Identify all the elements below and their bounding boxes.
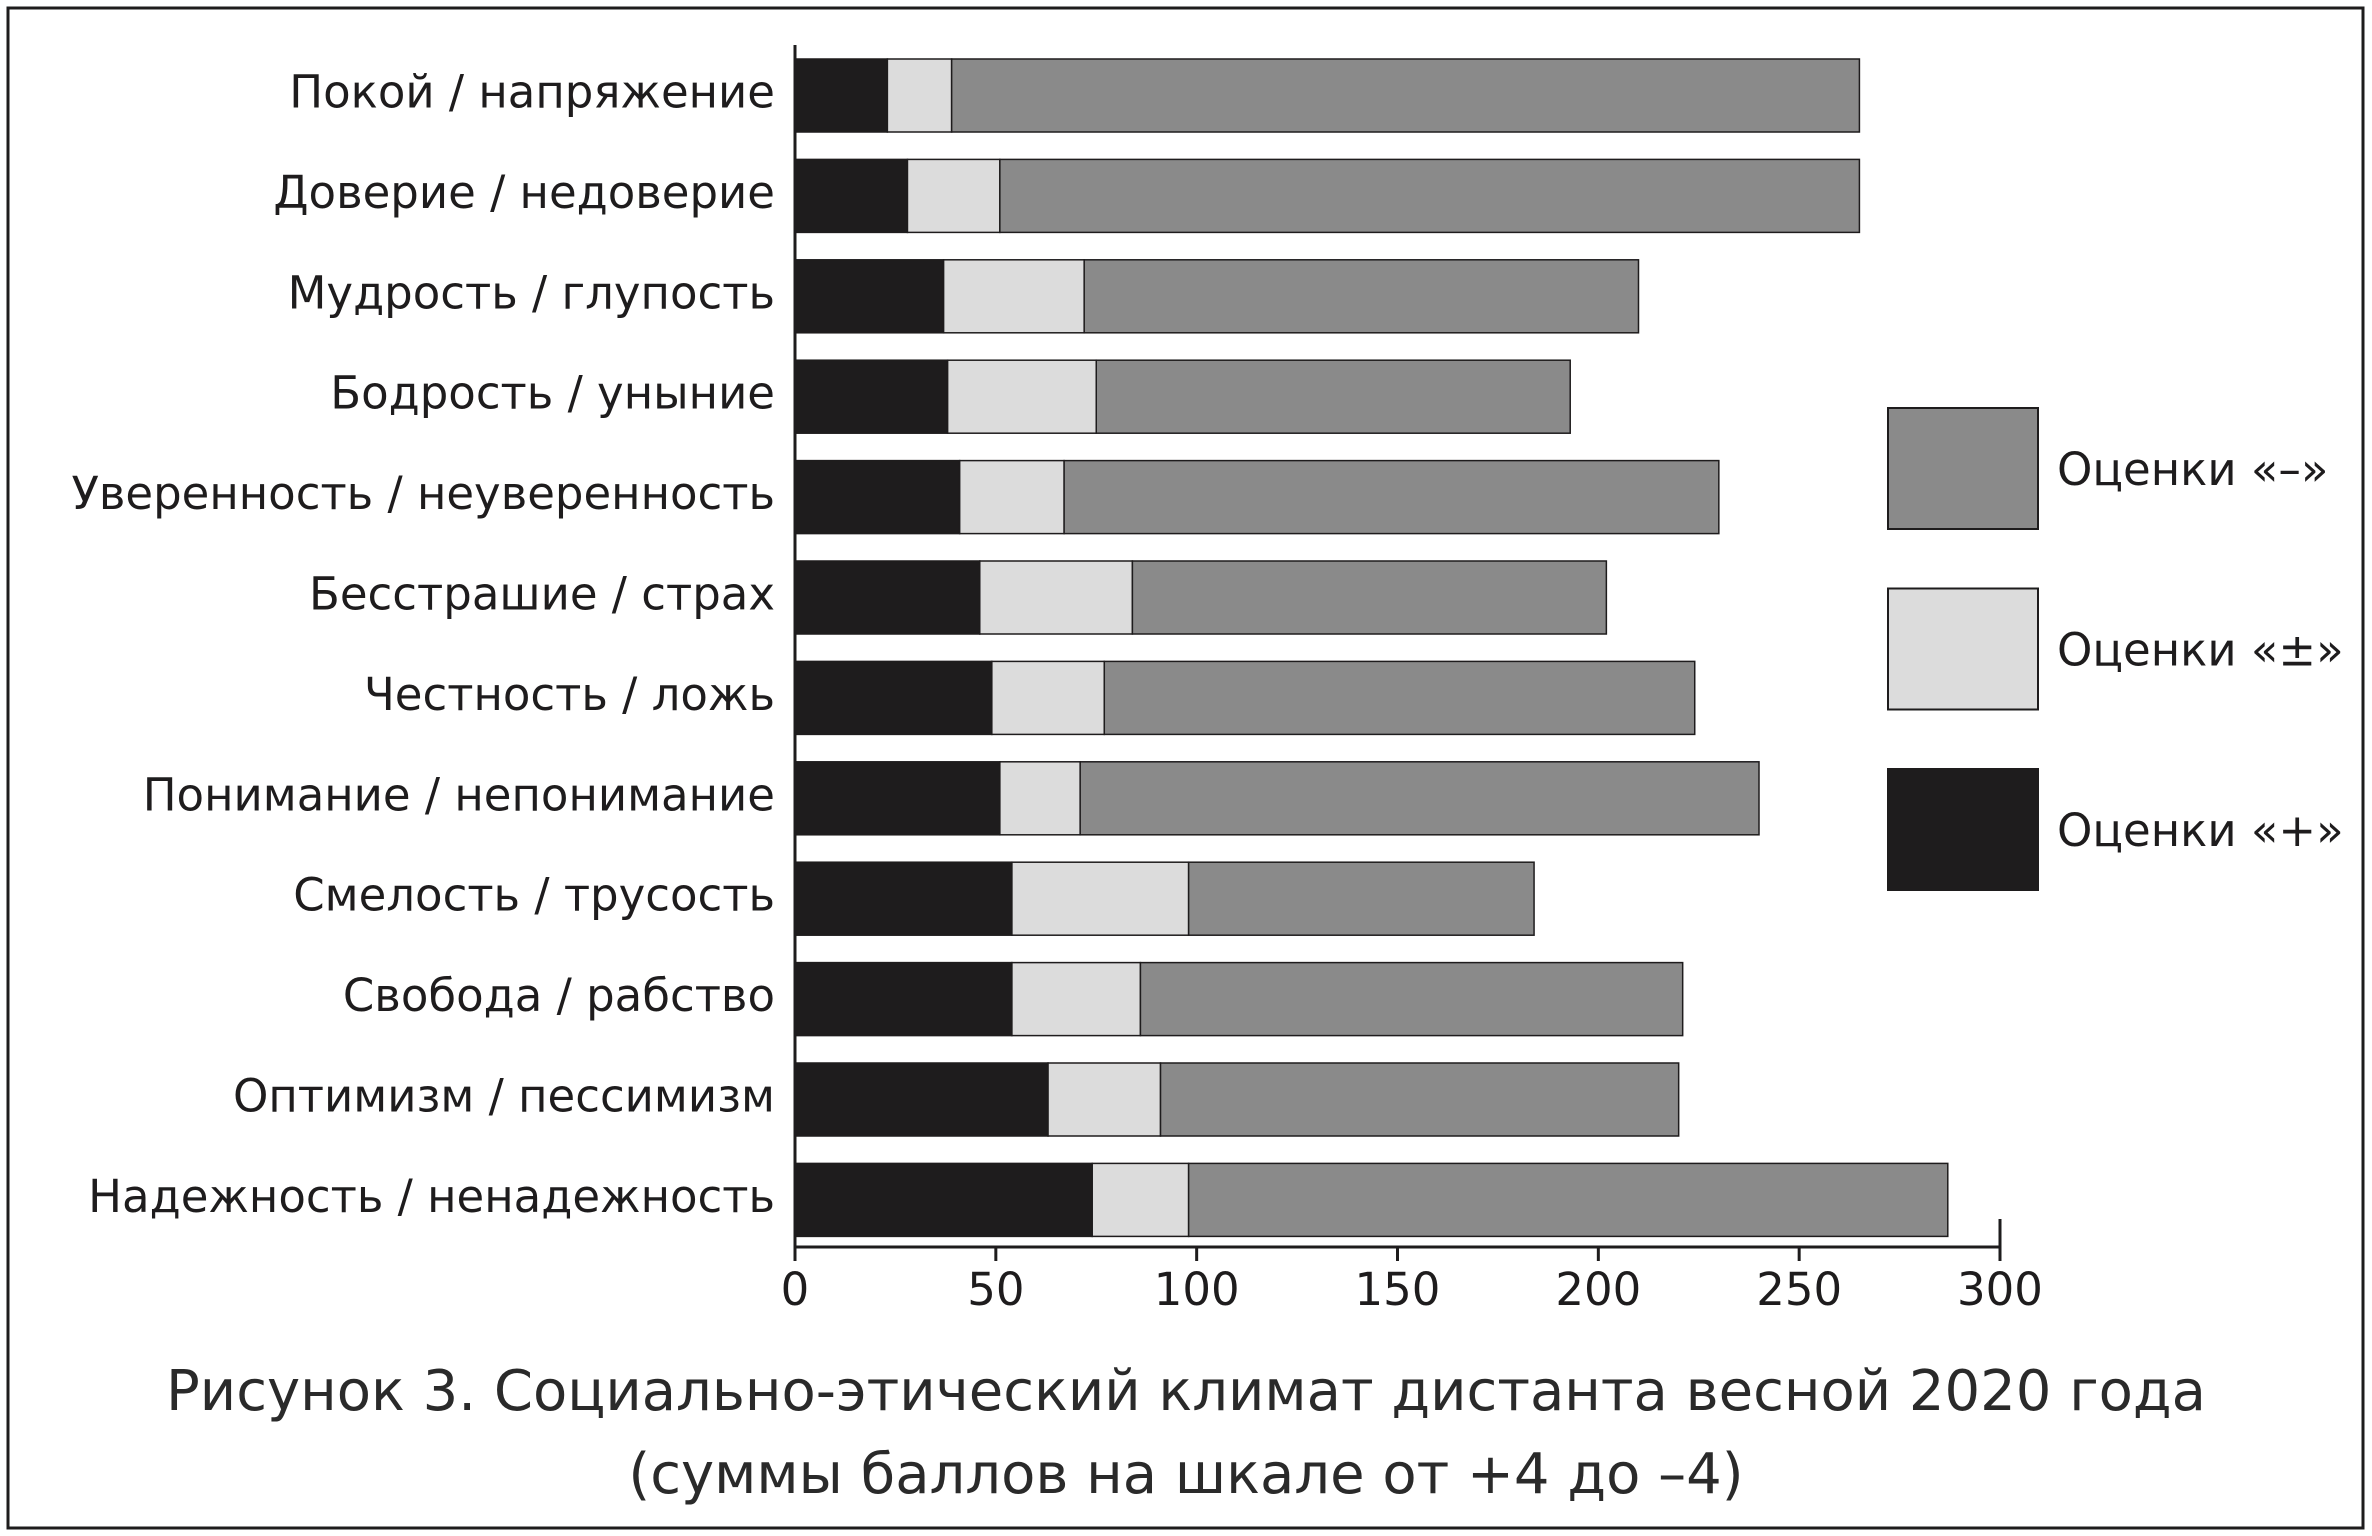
bar-segment <box>794 459 961 535</box>
bar-segment <box>794 259 945 334</box>
legend-swatch <box>1887 407 2039 530</box>
bar-segment <box>1063 459 1720 535</box>
category-label: Мудрость / глупость <box>288 266 775 319</box>
category-label: Надежность / ненадежность <box>88 1170 775 1223</box>
category-label: Честность / ложь <box>364 668 775 721</box>
bar-segment <box>794 560 981 635</box>
category-label: Бесстрашие / страх <box>309 568 775 621</box>
x-tick-label: 150 <box>1355 1263 1441 1316</box>
bar-segment <box>794 1162 1093 1238</box>
x-tick-label: 300 <box>1957 1263 2043 1316</box>
bar-segment <box>794 58 889 133</box>
x-tick-label: 0 <box>781 1263 810 1316</box>
x-tick-label: 200 <box>1555 1263 1641 1316</box>
x-tick-label: 100 <box>1154 1263 1240 1316</box>
bar-segment <box>1011 861 1190 936</box>
bar-segment <box>1187 861 1535 936</box>
x-tick-label: 50 <box>967 1263 1024 1316</box>
legend-label: Оценки «–» <box>2057 443 2328 496</box>
bar-segment <box>886 58 953 133</box>
bar-segment <box>1095 359 1571 434</box>
caption: Рисунок 3. Социально-этический климат ди… <box>166 1359 2206 1424</box>
bar-segment <box>1011 961 1142 1037</box>
legend-label: Оценки «+» <box>2057 804 2344 857</box>
bar-segment <box>950 58 1861 133</box>
bar-segment <box>942 259 1085 334</box>
legend-swatch <box>1887 768 2039 891</box>
bar-segment <box>794 158 909 234</box>
bar-segment <box>1159 1062 1680 1137</box>
bar-segment <box>1139 961 1684 1037</box>
bar-segment <box>1103 660 1696 736</box>
frame <box>6 6 2365 1530</box>
bar-segment <box>794 861 1013 936</box>
bar-segment <box>1079 761 1760 836</box>
bar-segment <box>1091 1162 1190 1238</box>
bar-segment <box>794 359 949 434</box>
category-label: Уверенность / неуверенность <box>71 467 775 520</box>
category-label: Доверие / недоверие <box>273 166 775 219</box>
bar-segment <box>906 158 1001 234</box>
category-label: Покой / напряжение <box>289 66 775 119</box>
bar-segment <box>1187 1162 1949 1238</box>
x-tick-label: 250 <box>1756 1263 1842 1316</box>
bar-segment <box>794 660 993 736</box>
category-label: Бодрость / уныние <box>330 367 775 420</box>
bar-segment <box>1131 560 1608 635</box>
category-label: Свобода / рабство <box>343 969 775 1022</box>
legend-swatch <box>1887 587 2039 711</box>
bar-segment <box>1083 259 1640 334</box>
bar-segment <box>999 761 1081 836</box>
caption: (суммы баллов на шкале от +4 до –4) <box>628 1442 1743 1507</box>
category-label: Оптимизм / пессимизм <box>233 1070 775 1123</box>
bar-segment <box>979 560 1134 635</box>
legend-label: Оценки «±» <box>2057 624 2344 677</box>
category-label: Смелость / трусость <box>293 869 775 922</box>
category-label: Понимание / непонимание <box>143 768 775 821</box>
bar-segment <box>1047 1062 1162 1137</box>
bar-segment <box>999 158 1861 234</box>
bar-segment <box>794 761 1001 836</box>
bar-segment <box>794 961 1013 1037</box>
bar-segment <box>946 359 1098 434</box>
bar-segment <box>991 660 1106 736</box>
bar-segment <box>958 459 1065 535</box>
bar-segment <box>794 1062 1049 1137</box>
